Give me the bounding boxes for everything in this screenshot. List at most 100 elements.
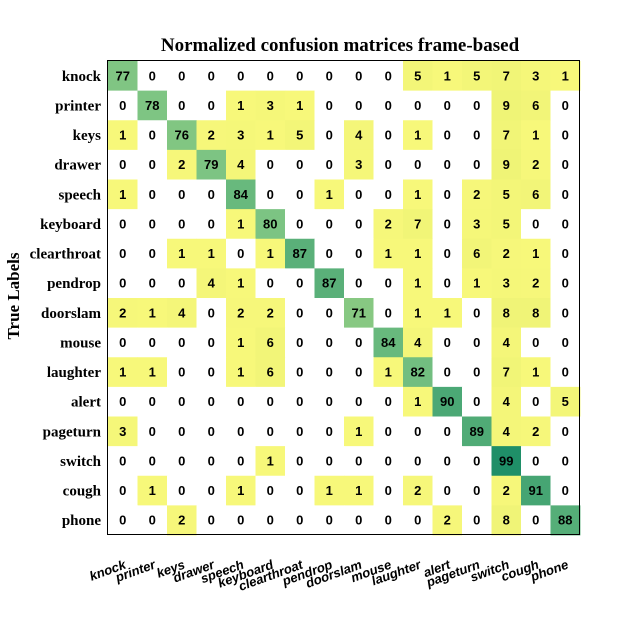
- cell-value: 0: [326, 68, 333, 83]
- row-label-pageturn: pageturn: [43, 424, 102, 440]
- cell-printer-knock: [108, 90, 138, 121]
- cell-drawer-pendrop: [314, 149, 345, 180]
- cell-keyboard-phone: [550, 209, 581, 240]
- cell-value: 4: [503, 424, 511, 439]
- cell-value: 9: [503, 157, 510, 172]
- cell-value: 0: [532, 335, 539, 350]
- cell-keys-drawer: [196, 120, 227, 151]
- cell-speech-pageturn: [462, 179, 492, 210]
- cell-keyboard-knock: [108, 209, 138, 240]
- cell-value: 0: [414, 453, 421, 468]
- cell-value: 1: [355, 483, 362, 498]
- cell-mouse-phone: [550, 327, 581, 358]
- cell-value: 5: [296, 128, 303, 143]
- cell-clearthroat-cough: [521, 238, 551, 269]
- cell-laughter-pageturn: [462, 357, 492, 388]
- cell-value: 1: [473, 276, 480, 291]
- cell-alert-cough: [521, 386, 551, 417]
- cell-value: 0: [178, 276, 185, 291]
- cell-pageturn-alert: [432, 416, 463, 447]
- cell-value: 0: [208, 216, 215, 231]
- cell-printer-drawer: [196, 90, 227, 121]
- cell-value: 0: [473, 157, 480, 172]
- cell-pageturn-cough: [521, 416, 551, 447]
- cell-pageturn-keys: [167, 416, 197, 447]
- cell-pageturn-speech: [226, 416, 256, 447]
- cell-value: 0: [178, 424, 185, 439]
- cell-value: 0: [355, 335, 362, 350]
- cell-value: 0: [267, 513, 274, 528]
- cell-value: 0: [385, 276, 392, 291]
- cell-switch-pendrop: [314, 446, 345, 477]
- cell-keys-clearthroat: [285, 120, 315, 151]
- cell-cough-doorslam: [344, 475, 374, 506]
- cell-value: 1: [267, 128, 274, 143]
- cell-keys-switch: [491, 120, 522, 151]
- cell-pendrop-doorslam: [344, 268, 374, 299]
- cell-knock-printer: [137, 61, 168, 92]
- cell-mouse-drawer: [196, 327, 227, 358]
- cell-keys-cough: [521, 120, 551, 151]
- cell-value: 7: [503, 128, 510, 143]
- cell-switch-laughter: [403, 446, 433, 477]
- cell-value: 79: [204, 157, 218, 172]
- cell-mouse-knock: [108, 327, 138, 358]
- cell-value: 2: [119, 305, 126, 320]
- cell-laughter-speech: [226, 357, 256, 388]
- cell-value: 0: [532, 216, 539, 231]
- cell-value: 2: [503, 483, 510, 498]
- cell-value: 2: [473, 187, 480, 202]
- cell-value: 2: [267, 305, 274, 320]
- cell-speech-pendrop: [314, 179, 345, 210]
- cell-keys-laughter: [403, 120, 433, 151]
- cell-clearthroat-alert: [432, 238, 463, 269]
- cell-knock-alert: [432, 61, 463, 92]
- cell-keyboard-printer: [137, 209, 168, 240]
- cell-value: 0: [237, 453, 244, 468]
- cell-value: 99: [499, 453, 513, 468]
- cell-mouse-pendrop: [314, 327, 345, 358]
- cell-value: 2: [385, 216, 392, 231]
- cell-value: 1: [149, 483, 156, 498]
- cell-value: 0: [355, 216, 362, 231]
- cell-value: 0: [355, 246, 362, 261]
- cell-switch-keys: [167, 446, 197, 477]
- row-label-drawer: drawer: [54, 158, 101, 174]
- cell-value: 9: [503, 98, 510, 113]
- cell-speech-laughter: [403, 179, 433, 210]
- cell-value: 0: [267, 276, 274, 291]
- cell-doorslam-switch: [491, 298, 522, 329]
- cell-value: 2: [532, 276, 539, 291]
- cell-speech-keys: [167, 179, 197, 210]
- cell-value: 0: [562, 483, 569, 498]
- cell-value: 4: [355, 128, 363, 143]
- cell-value: 0: [267, 187, 274, 202]
- cell-value: 0: [149, 157, 156, 172]
- cell-alert-alert: [432, 386, 463, 417]
- cell-doorslam-mouse: [373, 298, 404, 329]
- cell-drawer-printer: [137, 149, 168, 180]
- cell-value: 1: [237, 483, 244, 498]
- cell-pageturn-pageturn: [462, 416, 492, 447]
- cell-alert-doorslam: [344, 386, 374, 417]
- cell-drawer-drawer: [196, 149, 227, 180]
- cell-value: 0: [119, 453, 126, 468]
- cell-cough-speech: [226, 475, 256, 506]
- cell-value: 1: [414, 128, 421, 143]
- cell-value: 0: [326, 453, 333, 468]
- row-label-phone: phone: [62, 513, 102, 529]
- cell-pendrop-drawer: [196, 268, 227, 299]
- cell-keyboard-doorslam: [344, 209, 374, 240]
- cell-mouse-keyboard: [255, 327, 286, 358]
- cell-value: 5: [503, 216, 510, 231]
- cell-value: 0: [119, 483, 126, 498]
- cell-drawer-cough: [521, 149, 551, 180]
- cell-knock-laughter: [403, 61, 433, 92]
- cell-value: 0: [208, 394, 215, 409]
- cell-value: 0: [326, 424, 333, 439]
- cell-value: 0: [385, 128, 392, 143]
- cell-speech-speech: [226, 179, 256, 210]
- cell-phone-doorslam: [344, 505, 374, 536]
- row-label-alert: alert: [71, 395, 101, 411]
- cell-cough-cough: [521, 475, 551, 506]
